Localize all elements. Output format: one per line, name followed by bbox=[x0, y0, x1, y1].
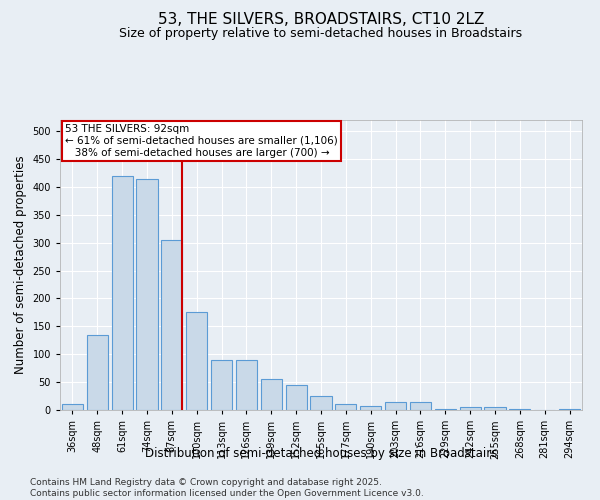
Bar bbox=[460, 407, 481, 410]
Bar bbox=[136, 178, 158, 410]
Bar bbox=[385, 402, 406, 410]
Bar bbox=[286, 385, 307, 410]
Bar bbox=[211, 360, 232, 410]
Bar bbox=[161, 240, 182, 410]
Text: 53, THE SILVERS, BROADSTAIRS, CT10 2LZ: 53, THE SILVERS, BROADSTAIRS, CT10 2LZ bbox=[158, 12, 484, 28]
Bar bbox=[87, 334, 108, 410]
Bar bbox=[410, 402, 431, 410]
Text: Contains HM Land Registry data © Crown copyright and database right 2025.
Contai: Contains HM Land Registry data © Crown c… bbox=[30, 478, 424, 498]
Bar bbox=[360, 406, 381, 410]
Bar bbox=[62, 404, 83, 410]
Bar bbox=[484, 407, 506, 410]
Bar bbox=[335, 404, 356, 410]
Bar bbox=[509, 409, 530, 410]
Bar bbox=[112, 176, 133, 410]
Y-axis label: Number of semi-detached properties: Number of semi-detached properties bbox=[14, 156, 27, 374]
Text: Distribution of semi-detached houses by size in Broadstairs: Distribution of semi-detached houses by … bbox=[145, 448, 497, 460]
Bar bbox=[435, 409, 456, 410]
Text: Size of property relative to semi-detached houses in Broadstairs: Size of property relative to semi-detach… bbox=[119, 28, 523, 40]
Bar bbox=[186, 312, 207, 410]
Bar bbox=[236, 360, 257, 410]
Bar bbox=[310, 396, 332, 410]
Text: 53 THE SILVERS: 92sqm
← 61% of semi-detached houses are smaller (1,106)
   38% o: 53 THE SILVERS: 92sqm ← 61% of semi-deta… bbox=[65, 124, 338, 158]
Bar bbox=[261, 380, 282, 410]
Bar bbox=[559, 409, 580, 410]
